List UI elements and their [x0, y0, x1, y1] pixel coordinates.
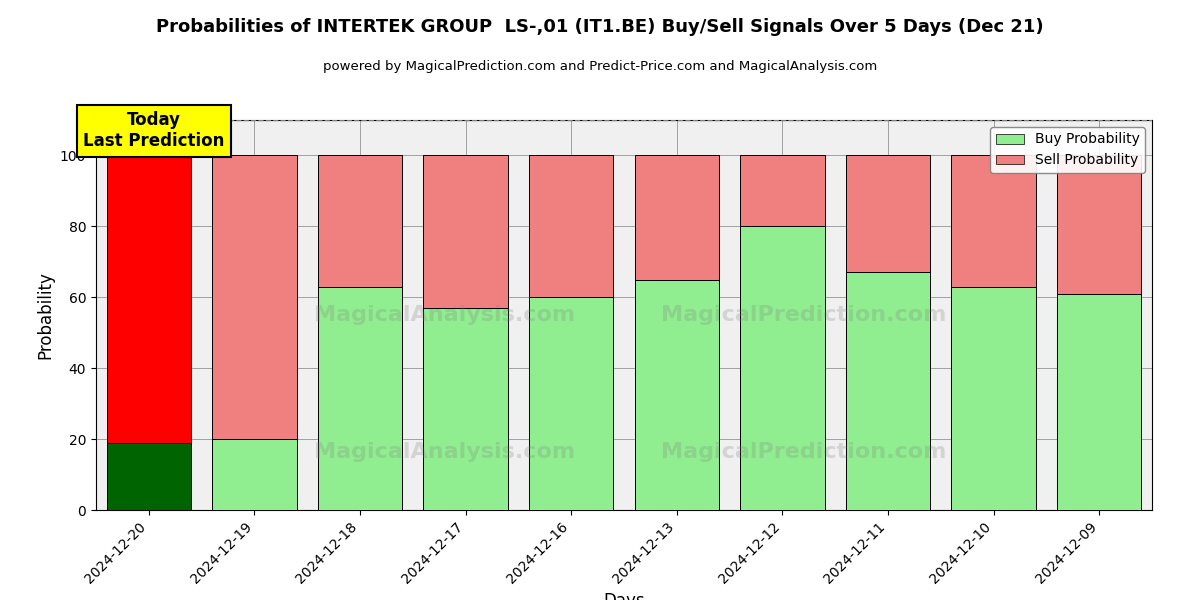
Legend: Buy Probability, Sell Probability: Buy Probability, Sell Probability	[990, 127, 1145, 173]
Text: MagicalAnalysis.com: MagicalAnalysis.com	[314, 442, 575, 461]
Bar	[952, 287, 1036, 510]
X-axis label: Days: Days	[604, 592, 644, 600]
Bar	[212, 439, 296, 510]
Bar	[424, 155, 508, 308]
Bar	[846, 155, 930, 272]
Text: MagicalAnalysis.com: MagicalAnalysis.com	[314, 305, 575, 325]
Bar	[107, 155, 191, 443]
Bar	[318, 287, 402, 510]
Bar	[318, 155, 402, 287]
Bar	[424, 308, 508, 510]
Bar	[846, 272, 930, 510]
Bar	[1057, 294, 1141, 510]
Bar	[740, 155, 824, 226]
Text: MagicalPrediction.com: MagicalPrediction.com	[661, 442, 947, 461]
Text: Today
Last Prediction: Today Last Prediction	[83, 111, 224, 150]
Bar	[635, 280, 719, 510]
Text: powered by MagicalPrediction.com and Predict-Price.com and MagicalAnalysis.com: powered by MagicalPrediction.com and Pre…	[323, 60, 877, 73]
Bar	[107, 443, 191, 510]
Bar	[529, 297, 613, 510]
Bar	[952, 155, 1036, 287]
Bar	[1057, 155, 1141, 294]
Bar	[635, 155, 719, 280]
Y-axis label: Probability: Probability	[36, 271, 54, 359]
Bar	[212, 155, 296, 439]
Bar	[740, 226, 824, 510]
Text: MagicalPrediction.com: MagicalPrediction.com	[661, 305, 947, 325]
Bar	[529, 155, 613, 297]
Text: Probabilities of INTERTEK GROUP  LS-,01 (IT1.BE) Buy/Sell Signals Over 5 Days (D: Probabilities of INTERTEK GROUP LS-,01 (…	[156, 18, 1044, 36]
